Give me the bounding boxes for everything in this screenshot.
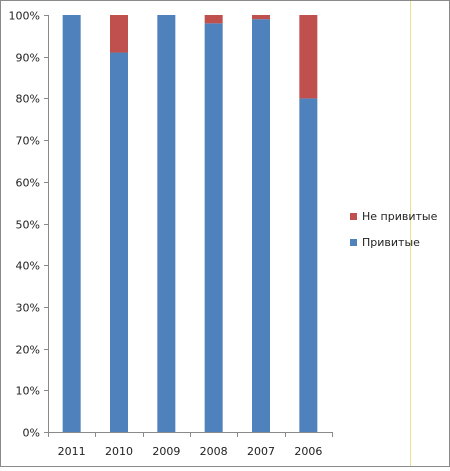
y-tick-label: 0%	[23, 427, 40, 440]
x-tick-label: 2008	[200, 445, 228, 458]
y-tick-label: 30%	[16, 302, 40, 315]
legend-label: Не привитые	[362, 210, 438, 223]
bar-unvaccinated-2007	[252, 15, 270, 20]
y-tick-label: 10%	[16, 385, 40, 398]
x-tick-label: 2009	[152, 445, 180, 458]
legend: Не привитые Привитые	[350, 210, 438, 249]
bar-vaccinated-2006	[299, 98, 318, 433]
bar-vaccinated-2009	[157, 15, 176, 432]
bar-unvaccinated-2008	[204, 15, 223, 24]
y-tick-label: 20%	[16, 344, 40, 357]
y-tick-label: 90%	[16, 52, 40, 65]
y-tick-label: 40%	[16, 260, 40, 273]
bar-series	[62, 15, 318, 433]
x-tick-label: 2010	[105, 445, 133, 458]
x-axis-ticks: 2011 2010 2009 2008 2007 2006	[48, 432, 333, 458]
bar-unvaccinated-2006	[299, 15, 318, 99]
bar-unvaccinated-2010	[110, 15, 128, 53]
legend-swatch	[350, 213, 357, 220]
y-axis-ticks: 0% 10% 20% 30% 40% 50% 60% 70% 80% 90% 100%	[9, 10, 48, 440]
y-tick-label: 50%	[16, 219, 40, 232]
bar-vaccinated-2007	[252, 19, 270, 432]
x-tick-label: 2011	[58, 445, 86, 458]
y-tick-label: 60%	[16, 177, 40, 190]
y-tick-label: 100%	[9, 10, 40, 23]
bar-vaccinated-2008	[204, 23, 223, 433]
x-tick-label: 2007	[247, 445, 275, 458]
x-tick-label: 2006	[294, 445, 322, 458]
legend-label: Привитые	[362, 236, 420, 249]
bar-vaccinated-2010	[110, 52, 128, 432]
bar-vaccinated-2011	[62, 15, 81, 432]
y-tick-label: 70%	[16, 135, 40, 148]
y-tick-label: 80%	[16, 93, 40, 106]
legend-swatch	[350, 239, 357, 246]
